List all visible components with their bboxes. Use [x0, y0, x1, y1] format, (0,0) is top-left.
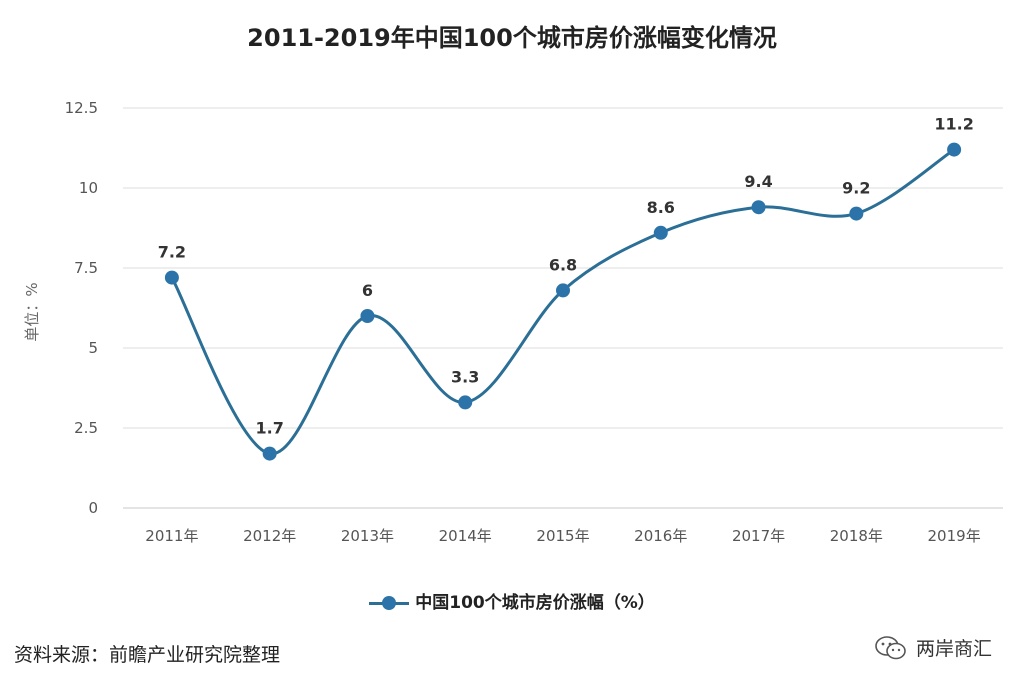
wechat-icon: [875, 635, 906, 659]
grid-lines: [123, 107, 1003, 509]
data-point[interactable]: [653, 225, 668, 240]
x-tick-label: 2019年: [928, 527, 981, 545]
x-tick-label: 2011年: [145, 527, 198, 545]
legend[interactable]: 中国100个城市房价涨幅（%）: [0, 588, 1024, 613]
y-tick-label: 12.5: [65, 99, 98, 117]
x-tick-label: 2016年: [634, 527, 687, 545]
data-point[interactable]: [262, 446, 277, 461]
data-point[interactable]: [360, 309, 375, 323]
data-label: 11.2: [934, 115, 973, 134]
x-tick-label: 2017年: [732, 527, 785, 545]
data-label: 1.7: [255, 419, 283, 438]
x-tick-label: 2013年: [341, 527, 394, 545]
data-point[interactable]: [947, 142, 962, 157]
x-tick-label: 2012年: [243, 527, 296, 545]
line-chart: 0 2.5 5 7.5 10 12.5 2011年 2012年 2013年 2014年 2015年…: [23, 99, 1003, 545]
series-line: [170, 148, 955, 456]
y-tick-label: 2.5: [74, 419, 98, 437]
legend-marker-icon: [369, 596, 410, 610]
data-point[interactable]: [458, 395, 473, 410]
data-label: 9.2: [842, 179, 870, 198]
data-label: 3.3: [451, 367, 479, 386]
legend-label: 中国100个城市房价涨幅（%）: [415, 593, 655, 613]
data-label: 6.8: [549, 255, 577, 274]
data-point[interactable]: [751, 200, 766, 215]
data-points: [164, 142, 962, 461]
data-labels: 7.2 1.7 6 3.3 6.8 8.6 9.4 9.2 11.2: [158, 115, 974, 438]
watermark-badge: 两岸商汇: [874, 634, 992, 661]
chart-title: 2011-2019年中国100个城市房价涨幅变化情况: [247, 24, 777, 52]
data-point[interactable]: [164, 270, 179, 285]
badge-text: 两岸商汇: [915, 638, 992, 660]
y-tick-label: 0: [88, 499, 98, 517]
y-axis-label: 单位：%: [23, 282, 41, 341]
data-label: 6: [362, 281, 373, 300]
y-tick-label: 7.5: [74, 259, 98, 277]
y-tick-label: 10: [79, 179, 98, 197]
x-axis-ticks: 2011年 2012年 2013年 2014年 2015年 2016年 2017年 2018年…: [145, 527, 980, 545]
source-note: 资料来源：前瞻产业研究院整理: [14, 644, 281, 666]
data-point[interactable]: [556, 283, 570, 298]
x-tick-label: 2018年: [830, 527, 883, 545]
data-label: 7.2: [158, 243, 186, 262]
y-axis-ticks: 0 2.5 5 7.5 10 12.5: [65, 99, 98, 517]
data-label: 8.6: [647, 198, 675, 217]
y-tick-label: 5: [88, 339, 98, 357]
x-tick-label: 2015年: [536, 527, 589, 545]
x-tick-label: 2014年: [439, 527, 492, 545]
data-label: 9.4: [744, 172, 772, 191]
data-point[interactable]: [849, 206, 864, 221]
